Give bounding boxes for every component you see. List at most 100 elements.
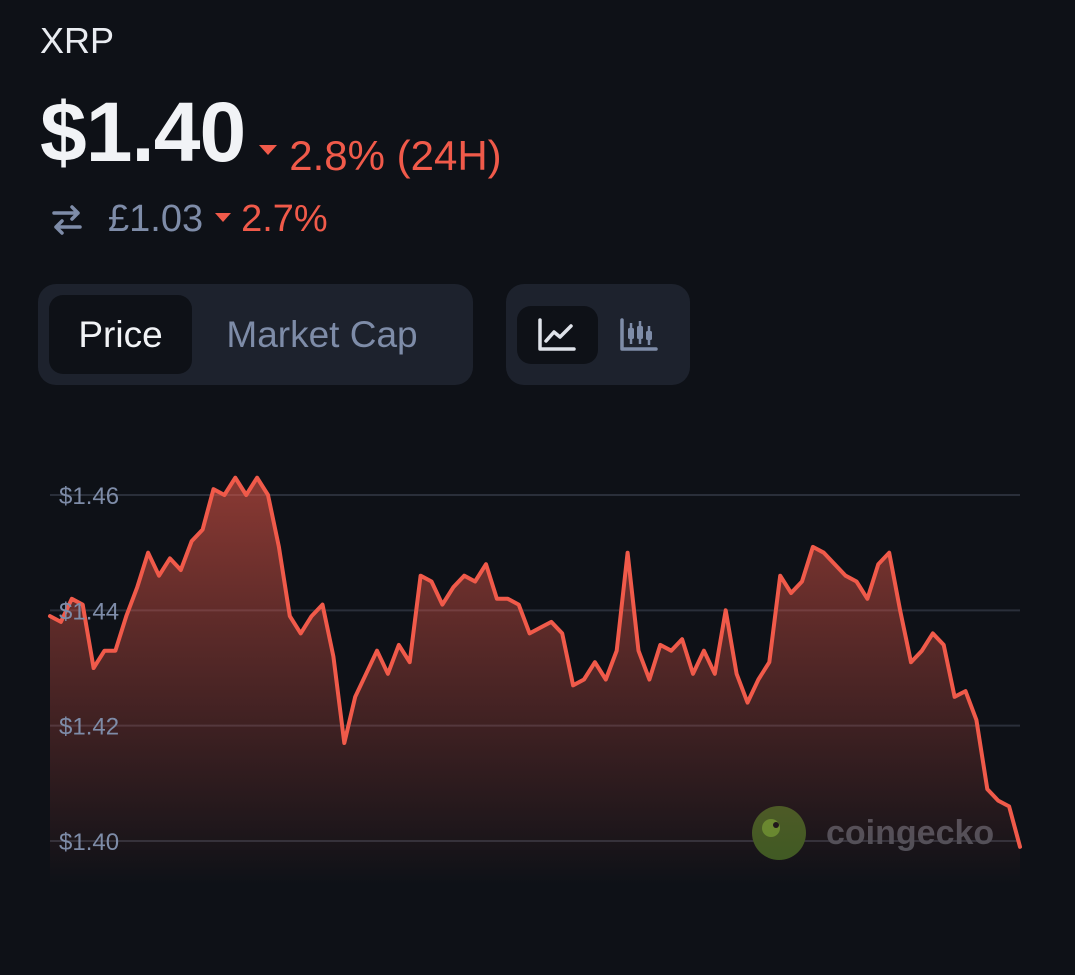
- price-point: [549, 620, 553, 624]
- price-point: [996, 799, 1000, 803]
- price-point: [974, 718, 978, 722]
- y-axis-labels: $1.46 $1.44 $1.42 $1.40: [59, 483, 119, 856]
- price-point: [833, 562, 837, 566]
- tab-price[interactable]: Price: [49, 295, 192, 374]
- alt-currency-change: 2.7%: [215, 198, 328, 241]
- price-point: [756, 678, 760, 682]
- price-point: [746, 701, 750, 705]
- y-tick-label: $1.44: [59, 598, 119, 625]
- price-point: [528, 631, 532, 635]
- price-point: [506, 597, 510, 601]
- price-point: [582, 678, 586, 682]
- price-point: [310, 614, 314, 618]
- candlestick-chart-button[interactable]: [599, 306, 680, 364]
- price-point: [255, 476, 259, 480]
- line-chart-button[interactable]: [517, 305, 598, 364]
- price-point: [920, 649, 924, 653]
- price-point: [92, 666, 96, 670]
- current-price: $1.40: [40, 85, 246, 179]
- caret-down-icon: [259, 145, 278, 155]
- y-tick-label: $1.42: [59, 714, 119, 741]
- price-point: [408, 660, 412, 664]
- price-change-24h-value: 2.8% (24H): [289, 132, 502, 179]
- price-point: [48, 614, 52, 618]
- price-point: [113, 649, 117, 653]
- price-change-24h: 2.8% (24H): [259, 132, 502, 180]
- price-point: [495, 597, 499, 601]
- price-point: [822, 551, 826, 555]
- price-point: [1018, 845, 1022, 849]
- price-point: [964, 689, 968, 693]
- price-point: [375, 649, 379, 653]
- price-point: [669, 649, 673, 653]
- price-point: [800, 580, 804, 584]
- price-point: [637, 649, 641, 653]
- price-point: [615, 649, 619, 653]
- price-point: [222, 493, 226, 497]
- price-point: [680, 637, 684, 641]
- price-point: [157, 574, 161, 578]
- price-point: [647, 678, 651, 682]
- candlestick-chart-icon: [620, 317, 658, 351]
- price-point: [517, 603, 521, 607]
- price-point: [1007, 804, 1011, 808]
- price-point: [244, 493, 248, 497]
- price-point: [571, 683, 575, 687]
- price-point: [887, 551, 891, 555]
- swap-arrows-icon[interactable]: [50, 203, 84, 237]
- price-point: [713, 672, 717, 676]
- price-point: [168, 556, 172, 560]
- price-series-line: [48, 475, 1022, 849]
- price-point: [146, 551, 150, 555]
- y-tick-label: $1.46: [59, 483, 119, 510]
- tab-market-cap[interactable]: Market Cap: [226, 313, 418, 355]
- price-point: [626, 551, 630, 555]
- price-chart[interactable]: coingecko $1.46$1.44$1.42$1.40: [0, 440, 1075, 900]
- alt-currency-row: £1.03 2.7%: [50, 198, 328, 241]
- price-point: [560, 631, 564, 635]
- price-point: [419, 574, 423, 578]
- price-point: [429, 580, 433, 584]
- price-point: [473, 580, 477, 584]
- price-point: [190, 539, 194, 543]
- price-point: [135, 585, 139, 589]
- price-point: [102, 649, 106, 653]
- price-point: [440, 603, 444, 607]
- price-point: [331, 654, 335, 658]
- price-point: [211, 487, 215, 491]
- price-point: [462, 574, 466, 578]
- price-point: [320, 603, 324, 607]
- price-point: [266, 493, 270, 497]
- price-point: [397, 643, 401, 647]
- metric-toggle: Price Market Cap: [38, 284, 473, 385]
- price-point: [778, 574, 782, 578]
- price-point: [855, 580, 859, 584]
- price-point: [658, 643, 662, 647]
- price-point: [201, 528, 205, 532]
- line-chart-icon: [538, 317, 576, 351]
- price-point: [364, 672, 368, 676]
- price-point: [299, 631, 303, 635]
- price-point: [538, 626, 542, 630]
- y-tick-label: $1.40: [59, 829, 119, 856]
- price-point: [876, 562, 880, 566]
- price-point: [277, 545, 281, 549]
- alt-currency-change-value: 2.7%: [241, 198, 328, 240]
- price-point: [789, 591, 793, 595]
- price-area-fill: [50, 477, 1020, 885]
- price-point: [898, 608, 902, 612]
- price-point: [451, 585, 455, 589]
- price-point: [724, 608, 728, 612]
- price-point: [844, 574, 848, 578]
- caret-down-icon: [215, 213, 232, 222]
- price-point: [767, 660, 771, 664]
- price-point: [702, 649, 706, 653]
- price-point: [865, 597, 869, 601]
- price-point: [484, 562, 488, 566]
- price-point: [953, 695, 957, 699]
- price-row: $1.40 2.8% (24H): [40, 84, 502, 181]
- price-point: [124, 614, 128, 618]
- alt-currency-price: £1.03: [108, 198, 204, 240]
- price-point: [931, 631, 935, 635]
- price-point: [353, 695, 357, 699]
